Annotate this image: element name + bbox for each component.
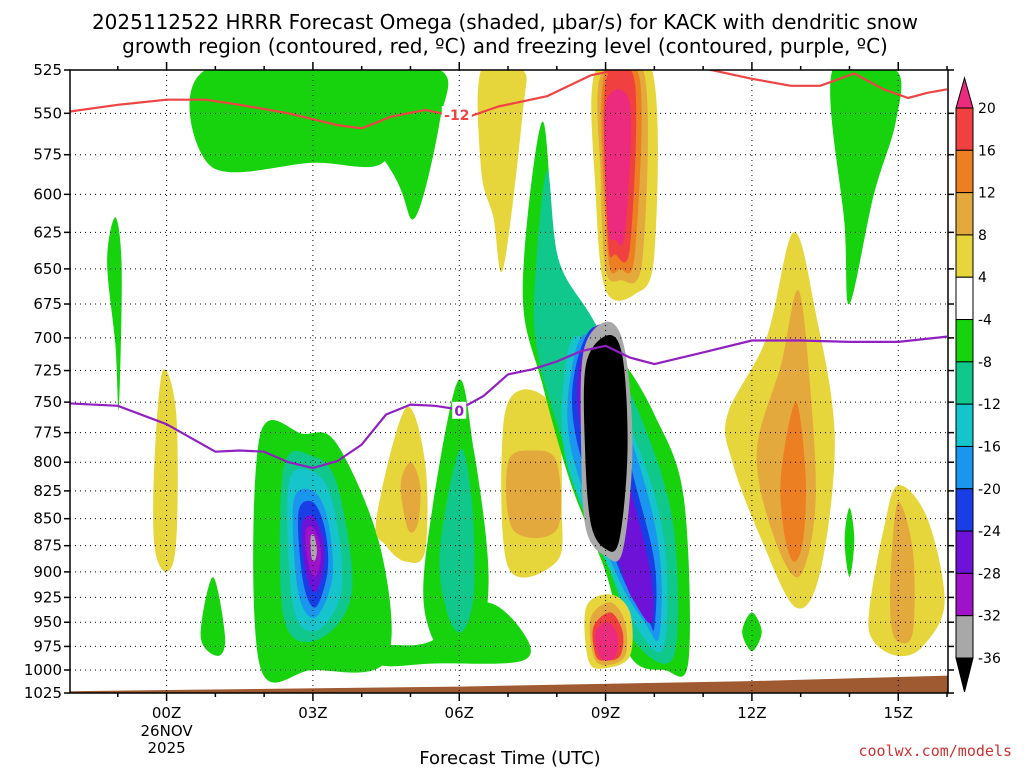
x-tick-label: 06Z [445, 704, 474, 722]
shade-orange2-13z [780, 402, 807, 562]
x-date-label: 2025 [147, 739, 185, 757]
x-date-label: 26NOV [141, 722, 194, 740]
colorbar-label: -4 [978, 313, 992, 329]
colorbar-bin [955, 403, 974, 447]
shade-orange-7z [506, 450, 562, 538]
y-tick-label: 900 [33, 563, 62, 581]
contour-label-snow-growth: -12 [444, 108, 469, 124]
colorbar-label: -12 [978, 397, 1001, 413]
x-tick-label: 12Z [737, 704, 766, 722]
y-tick-label: 975 [33, 637, 62, 655]
colorbar-label: -24 [978, 524, 1001, 540]
shade-far-left-green-small [200, 577, 226, 656]
contour-label-bg [441, 106, 472, 124]
y-tick-label: 675 [33, 295, 62, 313]
x-axis-label: Forecast Time (UTC) [419, 748, 600, 768]
shade-yellow-upper-mid [477, 70, 527, 273]
colorbar-bin [955, 319, 974, 363]
shade-orange-mid-left [400, 462, 421, 533]
y-tick-label: 750 [33, 393, 62, 411]
shade-green-14z-small [844, 507, 855, 578]
y-tick-label: 625 [33, 223, 62, 241]
x-tick-label: 03Z [298, 704, 327, 722]
shade-left-green-strip [107, 217, 122, 411]
colorbar-label: 4 [978, 270, 987, 286]
colorbar-label: -16 [978, 440, 1001, 456]
y-tick-label: 575 [33, 146, 62, 164]
colorbar-label: 16 [978, 143, 996, 159]
shade-upper-mid-green [336, 70, 449, 220]
chart-title-line1: 2025112522 HRRR Forecast Omega (shaded, … [92, 10, 918, 34]
colorbar-bin [955, 530, 974, 574]
y-tick-label: 550 [33, 104, 62, 122]
y-tick-label: 850 [33, 510, 62, 528]
contour-freezing-level [70, 335, 948, 470]
y-tick-label: 725 [33, 362, 62, 380]
shade-green-12z-small [742, 612, 762, 652]
colorbar-bin [955, 445, 974, 490]
y-tick-label: 525 [33, 61, 62, 79]
shade-gray-lower-left [310, 534, 317, 562]
colorbar-bin [955, 192, 974, 236]
colorbar: 20 16 12 8 4 -4 -8 -12 -16 -20 -24 -28 -32 -36 [955, 76, 1001, 693]
colorbar-bin [955, 107, 974, 151]
shade-green-14z-upper [830, 70, 902, 305]
colorbar-bin [955, 276, 974, 321]
colorbar-label: 12 [978, 186, 996, 202]
colorbar-label: -28 [978, 566, 1001, 582]
shade-black-main [583, 335, 628, 552]
shade-magenta-09z-bottom [595, 622, 619, 661]
contour-label-freezing: 0 [454, 404, 464, 420]
y-tick-label: 775 [33, 424, 62, 442]
y-tick-label: 700 [33, 329, 62, 347]
shaded-omega: -12 0 [70, 70, 948, 693]
colorbar-bin [955, 615, 974, 659]
y-tick-label: 600 [33, 185, 62, 203]
y-tick-label: 950 [33, 613, 62, 631]
axes: 525 550 575 600 625 650 675 700 725 750 775 800 825 8… [24, 61, 954, 757]
y-tick-label: 1025 [24, 684, 62, 702]
colorbar-bin [955, 488, 974, 532]
colorbar-label: -32 [978, 609, 1001, 625]
colorbar-bin [955, 234, 974, 278]
y-tick-label: 1000 [24, 661, 62, 679]
x-tick-label: 09Z [591, 704, 620, 722]
colorbar-bin [955, 149, 974, 194]
colorbar-label: -36 [978, 651, 1001, 667]
colorbar-label: -20 [978, 482, 1001, 498]
colorbar-label: 20 [978, 101, 996, 117]
colorbar-label: 8 [978, 228, 987, 244]
x-tick-label: 15Z [884, 704, 913, 722]
colorbar-label: -8 [978, 355, 992, 371]
shade-orange-15z [890, 501, 915, 644]
colorbar-bottom-arrow [955, 657, 974, 693]
contour-label-bg [452, 401, 467, 419]
contour-dendritic-snow-growth [70, 70, 948, 130]
chart-title-line2: growth region (contoured, red, ºC) and f… [122, 34, 888, 58]
colorbar-bin [955, 361, 974, 405]
colorbar-bin [955, 572, 974, 617]
colorbar-top-arrow [955, 76, 974, 109]
shade-magenta-09z-top [604, 89, 631, 246]
credit-text[interactable]: coolwx.com/models [858, 742, 1012, 760]
x-tick-label: 00Z [152, 704, 181, 722]
y-tick-label: 925 [33, 588, 62, 606]
y-tick-label: 650 [33, 260, 62, 278]
y-tick-label: 875 [33, 537, 62, 555]
y-tick-label: 800 [33, 453, 62, 471]
shade-teal-mid-spike [439, 448, 475, 633]
plot-area: -12 0 [70, 70, 948, 693]
y-tick-label: 825 [33, 482, 62, 500]
terrain-surface [70, 675, 948, 693]
shade-left-yellow [153, 369, 178, 572]
plot-frame [69, 69, 949, 694]
